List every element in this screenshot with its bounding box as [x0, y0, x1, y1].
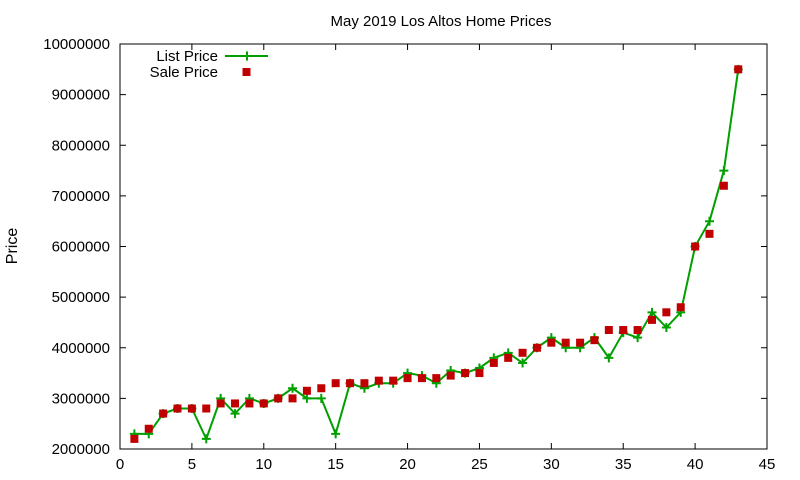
point-list-price — [316, 393, 326, 403]
point-sale-price — [173, 404, 182, 413]
legend-marker-sale-price — [242, 68, 251, 76]
plot-frame — [119, 43, 768, 450]
point-sale-price — [360, 379, 369, 388]
point-list-price — [604, 353, 614, 363]
point-sale-price — [259, 399, 268, 408]
legend-marker-list-price — [242, 51, 252, 61]
series-layer — [129, 64, 743, 444]
point-list-price — [719, 166, 729, 176]
axis-ticks: 0 5 10 15 20 25 30 35 40 45 2000000 3000000 4000000 5… — [43, 36, 775, 473]
point-list-price — [647, 307, 657, 317]
y-tick-label: 3000000 — [52, 390, 110, 407]
x-tick-label: 0 — [116, 456, 124, 473]
y-tick-label: 10000000 — [43, 36, 110, 53]
point-sale-price — [734, 65, 743, 74]
point-sale-price — [403, 374, 412, 383]
point-sale-price — [619, 326, 628, 335]
legend-label-list-price: List Price — [156, 48, 218, 65]
point-sale-price — [374, 376, 383, 385]
x-tick-label: 20 — [399, 456, 416, 473]
y-tick-label: 4000000 — [52, 340, 110, 357]
point-sale-price — [647, 315, 656, 324]
point-list-price — [633, 333, 643, 343]
point-sale-price — [576, 338, 585, 347]
y-tick-label: 5000000 — [52, 289, 110, 306]
point-sale-price — [719, 181, 728, 190]
point-sale-price — [130, 434, 139, 443]
chart-title: May 2019 Los Altos Home Prices — [331, 13, 552, 30]
point-list-price — [302, 393, 312, 403]
point-list-price — [201, 434, 211, 444]
y-tick-label: 8000000 — [52, 137, 110, 154]
x-tick-label: 5 — [188, 456, 196, 473]
point-sale-price — [518, 348, 527, 357]
point-sale-price — [489, 358, 498, 367]
point-sale-price — [446, 371, 455, 380]
y-tick-label: 7000000 — [52, 188, 110, 205]
point-sale-price — [417, 374, 426, 383]
point-sale-price — [461, 369, 470, 378]
point-sale-price — [159, 409, 168, 418]
point-sale-price — [346, 379, 355, 388]
legend: List Price Sale Price — [150, 48, 268, 81]
x-tick-label: 40 — [687, 456, 704, 473]
point-sale-price — [331, 379, 340, 388]
point-list-price — [288, 383, 298, 393]
y-tick-label: 2000000 — [52, 441, 110, 458]
point-list-price — [661, 323, 671, 332]
point-sale-price — [432, 374, 441, 383]
point-sale-price — [216, 399, 225, 408]
point-sale-price — [317, 384, 326, 393]
point-sale-price — [475, 369, 484, 378]
point-list-price — [331, 429, 341, 439]
point-sale-price — [590, 336, 599, 345]
x-tick-label: 30 — [543, 456, 560, 473]
x-tick-label: 45 — [759, 456, 776, 473]
point-sale-price — [202, 404, 211, 413]
point-list-price — [518, 358, 528, 368]
point-sale-price — [302, 386, 311, 395]
point-sale-price — [547, 338, 556, 347]
point-sale-price — [187, 404, 196, 413]
point-sale-price — [662, 308, 671, 317]
point-sale-price — [705, 229, 714, 238]
point-sale-price — [532, 343, 541, 352]
y-tick-label: 6000000 — [52, 239, 110, 256]
legend-label-sale-price: Sale Price — [150, 64, 218, 81]
point-sale-price — [389, 376, 398, 385]
y-tick-label: 9000000 — [52, 87, 110, 104]
point-sale-price — [504, 353, 513, 362]
x-tick-label: 35 — [615, 456, 632, 473]
point-sale-price — [633, 326, 642, 335]
point-sale-price — [604, 326, 613, 335]
y-axis-label: Price — [4, 228, 21, 265]
point-sale-price — [691, 242, 700, 251]
point-sale-price — [144, 424, 153, 433]
point-sale-price — [245, 399, 254, 408]
x-tick-label: 15 — [327, 456, 344, 473]
point-sale-price — [231, 399, 240, 408]
point-list-price — [230, 409, 240, 419]
point-sale-price — [288, 394, 297, 403]
x-tick-label: 25 — [471, 456, 488, 473]
point-list-price — [704, 216, 714, 226]
point-sale-price — [561, 338, 570, 347]
x-tick-label: 10 — [255, 456, 272, 473]
point-sale-price — [274, 394, 283, 403]
point-sale-price — [676, 303, 685, 312]
